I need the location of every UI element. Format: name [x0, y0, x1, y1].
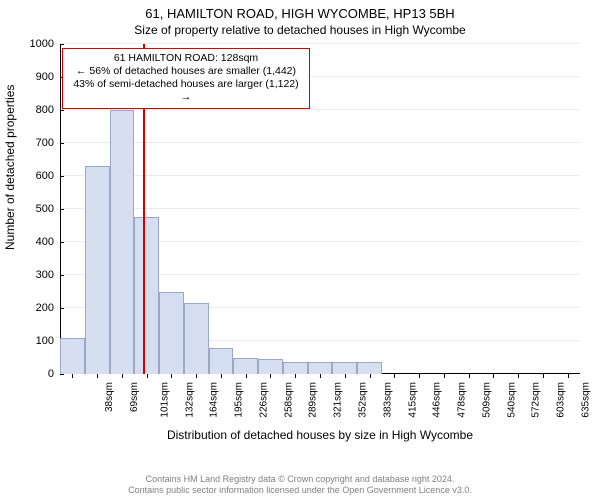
x-tick-mark [246, 374, 247, 378]
y-tick-label: 100 [36, 335, 60, 347]
x-tick-mark [469, 374, 470, 378]
y-tick-label: 700 [36, 137, 60, 149]
x-axis-label: Distribution of detached houses by size … [60, 428, 580, 442]
y-tick-label: 300 [36, 269, 60, 281]
x-tick-mark [196, 374, 197, 378]
x-tick-label: 132sqm [184, 380, 195, 418]
footer-line2: Contains public sector information licen… [0, 485, 600, 496]
histogram-bar [233, 358, 258, 375]
histogram-bar [332, 362, 357, 374]
x-tick-label: 258sqm [283, 380, 294, 418]
grid-line [60, 208, 580, 209]
x-tick-mark [171, 374, 172, 378]
histogram-bar [357, 362, 382, 374]
y-tick-label: 200 [36, 302, 60, 314]
histogram-bar [134, 217, 159, 374]
histogram-bar [159, 292, 184, 375]
histogram-bar [60, 338, 85, 374]
x-tick-mark [493, 374, 494, 378]
y-axis-label: Number of detached properties [3, 85, 17, 250]
grid-line [60, 109, 580, 110]
grid-line [60, 175, 580, 176]
callout-line3: 43% of semi-detached houses are larger (… [69, 78, 303, 104]
footer: Contains HM Land Registry data © Crown c… [0, 474, 600, 497]
x-tick-label: 572sqm [531, 380, 542, 418]
x-tick-mark [320, 374, 321, 378]
x-tick-mark [394, 374, 395, 378]
y-tick-label: 600 [36, 170, 60, 182]
x-tick-label: 226sqm [259, 380, 270, 418]
x-tick-mark [97, 374, 98, 378]
x-tick-label: 415sqm [407, 380, 418, 418]
grid-line [60, 142, 580, 143]
x-tick-mark [568, 374, 569, 378]
x-tick-mark [122, 374, 123, 378]
callout-line1: 61 HAMILTON ROAD: 128sqm [69, 52, 303, 65]
callout-line2: ← 56% of detached houses are smaller (1,… [69, 65, 303, 78]
x-tick-label: 289sqm [308, 380, 319, 418]
x-tick-label: 195sqm [234, 380, 245, 418]
histogram-bar [258, 359, 283, 374]
chart-title-line2: Size of property relative to detached ho… [0, 21, 600, 37]
x-tick-label: 509sqm [481, 380, 492, 418]
x-tick-label: 635sqm [580, 380, 591, 418]
x-tick-label: 69sqm [129, 380, 140, 412]
x-tick-mark [518, 374, 519, 378]
histogram-bar [184, 303, 209, 374]
x-tick-mark [543, 374, 544, 378]
y-tick-label: 500 [36, 203, 60, 215]
x-tick-mark [72, 374, 73, 378]
y-tick-label: 400 [36, 236, 60, 248]
callout-box: 61 HAMILTON ROAD: 128sqm ← 56% of detach… [62, 48, 310, 109]
footer-line1: Contains HM Land Registry data © Crown c… [0, 474, 600, 485]
histogram-bar [308, 362, 333, 374]
y-tick-label: 0 [48, 368, 60, 380]
x-tick-label: 38sqm [104, 380, 115, 412]
y-tick-label: 1000 [30, 38, 60, 50]
x-tick-mark [444, 374, 445, 378]
histogram-bar [110, 110, 135, 374]
x-tick-label: 603sqm [556, 380, 567, 418]
histogram-bar [283, 362, 308, 374]
histogram-bar [209, 348, 234, 374]
x-tick-label: 352sqm [358, 380, 369, 418]
x-tick-label: 446sqm [432, 380, 443, 418]
chart-title-line1: 61, HAMILTON ROAD, HIGH WYCOMBE, HP13 5B… [0, 0, 600, 21]
x-tick-label: 540sqm [506, 380, 517, 418]
x-tick-mark [295, 374, 296, 378]
histogram-bar [85, 166, 110, 374]
x-tick-label: 478sqm [457, 380, 468, 418]
x-tick-mark [419, 374, 420, 378]
x-tick-label: 101sqm [159, 380, 170, 418]
y-tick-label: 900 [36, 71, 60, 83]
grid-line [60, 43, 580, 44]
x-tick-mark [270, 374, 271, 378]
y-tick-label: 800 [36, 104, 60, 116]
x-tick-mark [221, 374, 222, 378]
chart-container: 61, HAMILTON ROAD, HIGH WYCOMBE, HP13 5B… [0, 0, 600, 500]
x-tick-label: 164sqm [209, 380, 220, 418]
x-tick-label: 321sqm [333, 380, 344, 418]
x-tick-mark [345, 374, 346, 378]
x-tick-mark [370, 374, 371, 378]
x-tick-label: 383sqm [382, 380, 393, 418]
x-tick-mark [147, 374, 148, 378]
